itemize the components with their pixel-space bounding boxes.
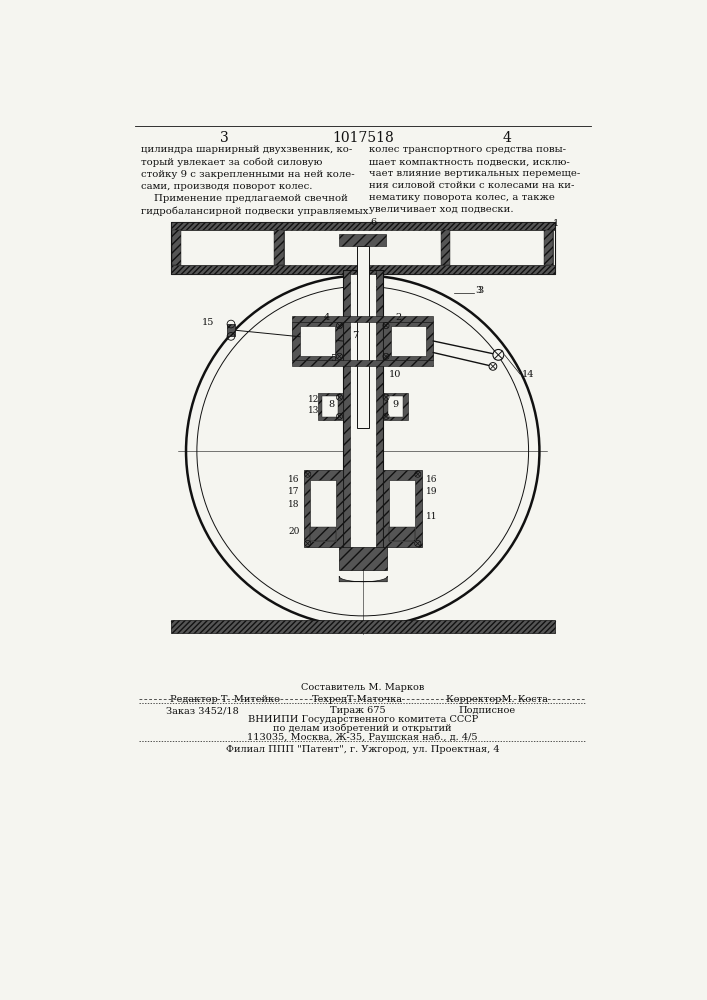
Bar	[322, 396, 338, 417]
Bar	[170, 265, 555, 274]
Text: по делам изобретений и открытий: по делам изобретений и открытий	[274, 724, 452, 733]
Bar	[274, 230, 284, 265]
Text: Подписное: Подписное	[459, 706, 516, 715]
Bar	[441, 230, 450, 265]
Text: Заказ 3452/18: Заказ 3452/18	[166, 706, 239, 715]
Bar	[292, 316, 433, 322]
Text: 113035, Москва, Ж-35, Раушская наб., д. 4/5: 113035, Москва, Ж-35, Раушская наб., д. …	[247, 732, 478, 742]
Bar	[310, 480, 337, 541]
Text: КорректорМ. Коста: КорректорМ. Коста	[446, 695, 549, 704]
Text: 2: 2	[395, 313, 402, 322]
Circle shape	[489, 363, 497, 370]
Text: Редактор Т. Митейко: Редактор Т. Митейко	[170, 695, 280, 704]
Bar	[292, 322, 343, 360]
Text: 15: 15	[201, 318, 214, 327]
Text: 4: 4	[324, 313, 330, 322]
Bar	[300, 326, 335, 356]
Text: 9: 9	[392, 400, 398, 409]
Text: 16: 16	[288, 475, 300, 484]
Text: 8: 8	[329, 400, 335, 409]
Bar	[170, 222, 555, 230]
Bar	[343, 270, 349, 567]
Text: колес транспортного средства повы-
шает компактность подвески, исклю-
чает влиян: колес транспортного средства повы- шает …	[369, 145, 580, 214]
Text: 18: 18	[288, 500, 300, 509]
Text: 1: 1	[553, 219, 559, 228]
Text: 12: 12	[308, 395, 320, 404]
Text: 3: 3	[477, 286, 484, 295]
Text: ТехредТ.Маточка: ТехредТ.Маточка	[312, 695, 402, 704]
Bar	[544, 230, 554, 265]
Text: Филиал ППП "Патент", г. Ужгород, ул. Проектная, 4: Филиал ППП "Патент", г. Ужгород, ул. Про…	[226, 745, 500, 754]
Bar	[172, 230, 284, 265]
Text: 11: 11	[426, 512, 437, 521]
Text: 20: 20	[288, 527, 300, 536]
Bar	[376, 270, 383, 567]
Bar	[391, 326, 426, 356]
Bar	[170, 222, 555, 274]
Circle shape	[493, 349, 504, 360]
Text: ВНИИПИ Государственного комитета СССР: ВНИИПИ Государственного комитета СССР	[247, 715, 478, 724]
Bar	[441, 230, 554, 265]
Bar	[317, 393, 343, 420]
Text: 14: 14	[522, 370, 534, 379]
Bar	[387, 396, 403, 417]
Text: 4: 4	[503, 131, 511, 145]
Bar	[343, 270, 383, 567]
Bar	[356, 246, 369, 428]
Bar	[227, 324, 235, 336]
Text: 5: 5	[330, 354, 337, 363]
Text: 1017518: 1017518	[332, 131, 394, 145]
Text: Тираж 675: Тираж 675	[330, 706, 386, 715]
Text: Составитель М. Марков: Составитель М. Марков	[301, 683, 424, 692]
Bar	[389, 480, 416, 541]
Bar	[292, 360, 433, 366]
Text: 17: 17	[288, 487, 300, 496]
Bar	[310, 527, 337, 541]
Bar	[383, 322, 433, 360]
Bar	[383, 470, 421, 547]
Bar	[349, 270, 376, 567]
Bar	[339, 547, 387, 570]
Text: 7: 7	[353, 331, 359, 340]
Bar	[172, 230, 182, 265]
Bar	[339, 234, 386, 246]
Bar	[389, 527, 416, 541]
Text: 6: 6	[370, 218, 377, 227]
Bar	[383, 393, 408, 420]
Text: цилиндра шарнирный двухзвенник, ко-
торый увлекает за собой силовую
стойку 9 с з: цилиндра шарнирный двухзвенник, ко- торы…	[141, 145, 368, 216]
Text: 19: 19	[426, 487, 437, 496]
Bar	[170, 620, 555, 633]
Text: 10: 10	[389, 370, 402, 379]
Text: 13: 13	[308, 406, 320, 415]
Text: 3: 3	[220, 131, 228, 145]
Text: 3: 3	[475, 286, 481, 295]
Bar	[304, 470, 343, 547]
Text: 16: 16	[426, 475, 437, 484]
